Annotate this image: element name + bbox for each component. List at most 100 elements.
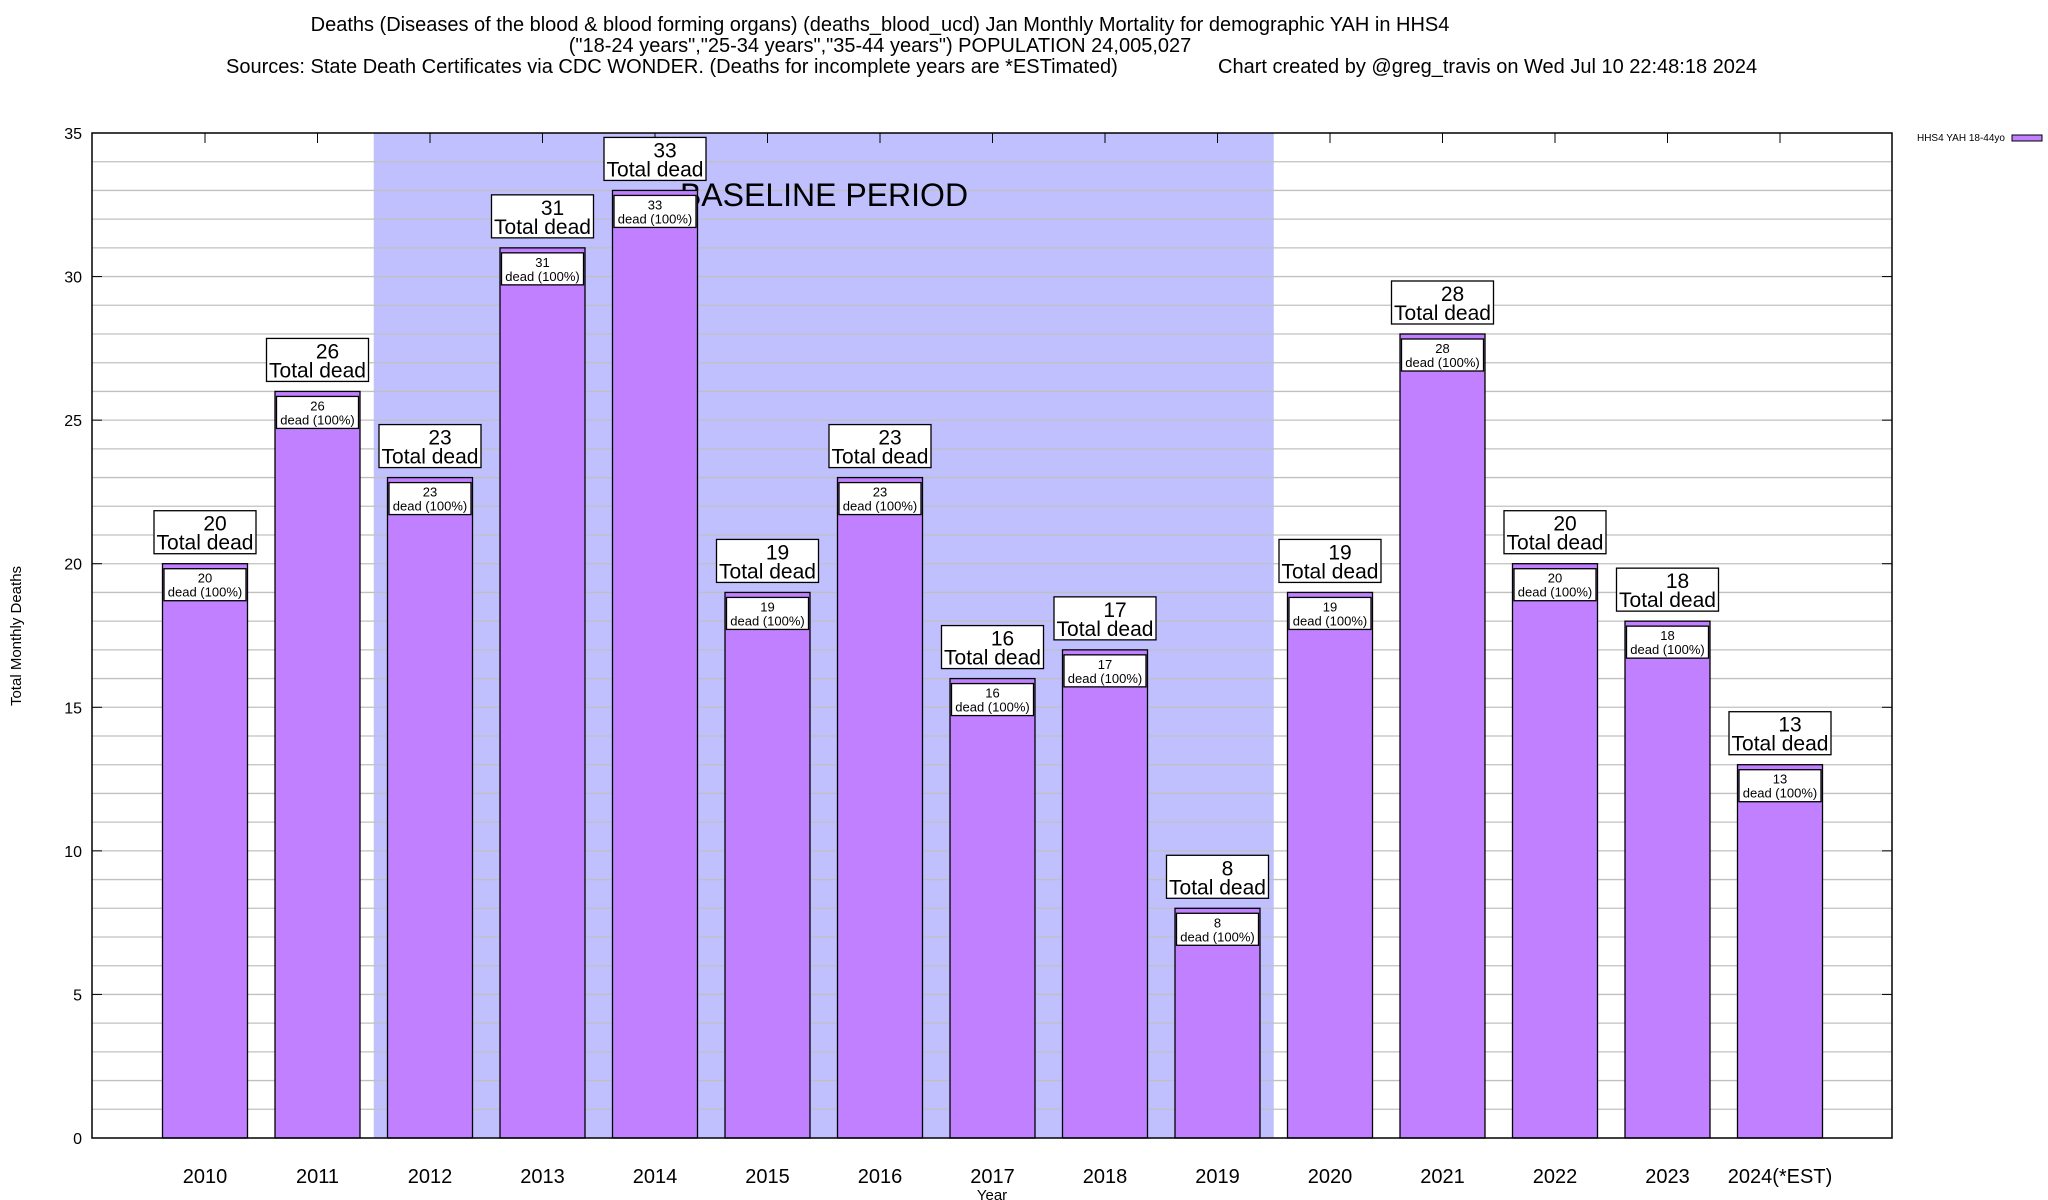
bar-inner-label-box bbox=[1625, 625, 1710, 659]
bar-total-label-box bbox=[828, 423, 932, 469]
bar-inner-value: 8 bbox=[1214, 915, 1221, 930]
x-tick-label: 2023 bbox=[1645, 1166, 1690, 1188]
bar-total-value: 28 bbox=[1441, 283, 1464, 306]
bar-total-label-box bbox=[378, 423, 482, 469]
chart-sources: Sources: State Death Certificates via CD… bbox=[226, 56, 1118, 78]
bar-inner-label-box bbox=[950, 682, 1035, 717]
bar-inner-value: 13 bbox=[1773, 772, 1787, 787]
bar-inner-label-box bbox=[1063, 654, 1147, 688]
bar-total-value: 16 bbox=[991, 628, 1014, 651]
bar-total-value: 26 bbox=[316, 340, 339, 363]
bar-inner-share: dead (100%) bbox=[505, 269, 579, 284]
y-tick-label: 0 bbox=[73, 1131, 82, 1148]
x-tick-label: 2013 bbox=[520, 1166, 565, 1188]
bar-inner-share: dead (100%) bbox=[1068, 671, 1142, 686]
bar bbox=[949, 677, 1036, 1139]
bar-total-value: 8 bbox=[1222, 857, 1234, 880]
bar-inner-label-box bbox=[1513, 568, 1597, 602]
bar-total-label-box bbox=[1503, 510, 1607, 555]
bar bbox=[1736, 764, 1824, 1139]
bar-inner-value: 18 bbox=[1660, 628, 1674, 643]
bar-inner-share: dead (100%) bbox=[618, 211, 692, 226]
bar-total-value: 13 bbox=[1778, 714, 1801, 737]
bar bbox=[1174, 907, 1261, 1139]
bar-inner-share: dead (100%) bbox=[1405, 355, 1479, 370]
bar-inner-label-box bbox=[275, 395, 360, 430]
bar-total-label-box bbox=[1278, 538, 1382, 584]
x-tick-label: 2018 bbox=[1083, 1166, 1128, 1188]
bar bbox=[1399, 333, 1486, 1139]
bar-total-text: Total dead bbox=[1732, 733, 1829, 756]
y-axis-label: Total Monthly Deaths bbox=[8, 566, 25, 706]
bar-total-value: 19 bbox=[766, 541, 789, 564]
bar-inner-label-box bbox=[725, 596, 810, 631]
bar-total-text: Total dead bbox=[1169, 876, 1266, 899]
bar-inner-value: 17 bbox=[1098, 657, 1112, 672]
bar-total-text: Total dead bbox=[382, 446, 479, 469]
bar-total-text: Total dead bbox=[269, 359, 366, 382]
bar bbox=[836, 476, 924, 1139]
y-tick-label: 5 bbox=[73, 987, 82, 1004]
y-tick-label: 15 bbox=[64, 700, 82, 717]
x-tick-label: 2019 bbox=[1195, 1166, 1240, 1188]
legend-swatch bbox=[2011, 134, 2043, 142]
bar-total-label-box bbox=[1390, 280, 1495, 325]
y-tick-label: 20 bbox=[64, 557, 82, 574]
bar-total-text: Total dead bbox=[832, 446, 929, 469]
bar-total-text: Total dead bbox=[944, 647, 1041, 670]
bar-inner-value: 26 bbox=[310, 398, 324, 413]
bar-total-value: 23 bbox=[428, 427, 451, 450]
bar bbox=[274, 390, 361, 1139]
bar-total-value: 17 bbox=[1103, 599, 1126, 622]
bar-total-text: Total dead bbox=[1282, 560, 1379, 583]
x-tick-label: 2010 bbox=[183, 1166, 228, 1188]
bar-inner-share: dead (100%) bbox=[1518, 585, 1592, 600]
plot-frame bbox=[91, 132, 1893, 1139]
bar-total-text: Total dead bbox=[1507, 532, 1604, 555]
x-tick-label: 2016 bbox=[858, 1166, 903, 1188]
bar-inner-share: dead (100%) bbox=[1180, 929, 1254, 944]
bar-inner-label-box bbox=[500, 252, 585, 286]
bar-total-value: 31 bbox=[541, 197, 564, 220]
bar-inner-share: dead (100%) bbox=[1293, 613, 1367, 628]
x-tick-label: 2015 bbox=[745, 1166, 790, 1188]
x-tick-label: 2020 bbox=[1308, 1166, 1353, 1188]
legend-label: HHS4 YAH 18-44yo bbox=[1917, 133, 2005, 144]
baseline-label: BASELINE PERIOD bbox=[680, 177, 968, 213]
bar-inner-share: dead (100%) bbox=[168, 585, 242, 600]
bar-total-label-box bbox=[940, 624, 1045, 670]
bar-inner-label-box bbox=[388, 481, 472, 516]
bar-inner-value: 23 bbox=[873, 485, 887, 500]
bar bbox=[386, 476, 474, 1139]
chart-title: Deaths (Diseases of the blood & blood fo… bbox=[310, 14, 1450, 36]
x-tick-label: 2024(*EST) bbox=[1728, 1166, 1833, 1188]
y-tick-label: 10 bbox=[64, 844, 82, 861]
bar-total-value: 18 bbox=[1666, 570, 1689, 593]
bar-total-text: Total dead bbox=[719, 560, 816, 583]
bar-inner-label-box bbox=[613, 194, 697, 229]
bar-inner-label-box bbox=[1400, 338, 1485, 372]
bar-inner-value: 19 bbox=[1323, 599, 1337, 614]
y-tick-label: 30 bbox=[64, 270, 82, 287]
bar bbox=[611, 189, 699, 1139]
bar-inner-share: dead (100%) bbox=[1743, 786, 1817, 801]
bar-inner-share: dead (100%) bbox=[393, 499, 467, 514]
bar-total-label-box bbox=[1053, 596, 1157, 641]
x-tick-label: 2014 bbox=[633, 1166, 678, 1188]
bar-inner-share: dead (100%) bbox=[280, 412, 354, 427]
x-axis-label: Year bbox=[977, 1187, 1007, 1200]
bar-total-value: 20 bbox=[1553, 513, 1576, 536]
bar-total-text: Total dead bbox=[494, 216, 591, 239]
bar-inner-label-box bbox=[163, 568, 247, 602]
bar bbox=[1286, 591, 1374, 1139]
bar-total-label-box bbox=[715, 538, 820, 584]
bar-total-value: 20 bbox=[203, 513, 226, 536]
bar-inner-share: dead (100%) bbox=[955, 700, 1029, 715]
bar-inner-label-box bbox=[1288, 596, 1372, 631]
bar-total-text: Total dead bbox=[607, 158, 704, 181]
bar-total-value: 19 bbox=[1328, 541, 1351, 564]
bar bbox=[1061, 649, 1149, 1139]
bar-inner-value: 28 bbox=[1435, 341, 1449, 356]
bar-total-text: Total dead bbox=[157, 532, 254, 555]
